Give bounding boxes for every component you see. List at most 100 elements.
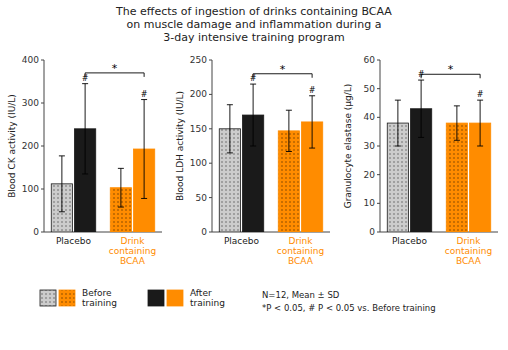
error-cap [286,151,292,152]
significance-label: * [112,62,118,75]
error-cap [454,105,460,106]
y-tick-label: 250 [190,55,207,65]
text-line: containing [109,246,156,256]
text-line: Drink [456,236,481,246]
error-stem [480,100,481,146]
text-line: Drink [288,236,313,246]
significance-label: * [448,63,454,76]
error-cap [418,80,424,81]
text-line: containing [445,246,492,256]
error-bar [286,110,292,151]
y-axis [212,60,213,232]
text-line: containing [277,246,324,256]
error-stem [144,100,145,199]
text-line: Before [82,288,112,298]
panel: 0102030405060Granulocyte elastase (μg/L)… [343,55,498,266]
error-stem [85,84,86,174]
x-tick-label: Placebo [392,236,428,246]
significance-label: * [280,63,286,76]
error-bar [454,106,460,140]
title: The effects of ingestion of drinks conta… [115,5,392,44]
error-cap [82,173,88,174]
y-tick-label: 100 [190,158,207,168]
y-tick-label: 10 [364,198,376,208]
text-line: *P < 0.05, # P < 0.05 vs. Before trainin… [262,303,436,313]
error-cap [250,84,256,85]
text-line: After [190,288,212,298]
y-axis-label: Blood LDH activity (IU/L) [175,91,185,201]
error-stem [288,110,289,151]
error-bar [59,156,65,212]
legend-swatch [40,290,56,306]
legend-label: Beforetraining [82,288,117,308]
panel: 0 100 200 300 400 Blood CK activity (IU/L) Pla… [7,55,162,266]
error-stem [120,168,121,207]
chart: 0100200300400Blood CK activity (IU/L)Pla… [0,0,508,350]
error-cap [250,146,256,147]
y-axis [44,60,45,232]
error-bar [250,84,256,146]
y-tick-label: 50 [196,193,208,203]
error-stem [456,106,457,140]
legend-swatch [59,290,75,306]
y-tick-label: 0 [33,227,39,237]
plot-area [387,80,490,232]
plot-area [219,84,322,232]
error-cap [118,168,124,169]
y-tick-label: 100 [22,184,39,194]
error-bar [118,168,124,207]
text-line: Drink [120,236,145,246]
x-tick-label: DrinkcontainingBCAA [277,236,324,266]
hash-mark: # [141,90,148,99]
error-bar [141,100,147,199]
plot-area [51,84,154,232]
y-axis-label: Granulocyte elastase (μg/L) [343,84,353,209]
error-bar [309,96,315,148]
hash-mark: # [309,86,316,95]
error-cap [59,211,65,212]
text-line: 3-day intensive training program [163,31,344,44]
text-line: N=12, Mean ± SD [262,290,340,300]
text-line: BCAA [120,256,146,266]
text-line: Placebo [56,236,92,246]
y-tick-label: 300 [22,98,39,108]
text-line: on muscle damage and inflammation during… [127,18,382,31]
error-cap [82,83,88,84]
y-tick-label: 200 [190,89,207,99]
y-tick-label: 400 [22,55,39,65]
text-line: training [190,298,225,308]
error-bar [82,84,88,174]
error-cap [141,198,147,199]
text-line: Placebo [224,236,260,246]
y-tick-label: 0 [201,227,207,237]
error-bar [227,105,233,153]
error-stem [229,105,230,153]
error-cap [141,99,147,100]
x-tick-label: Placebo [224,236,260,246]
error-cap [59,155,65,156]
legend-swatch [148,290,164,306]
error-cap [227,104,233,105]
error-bar [477,100,483,146]
error-bar [395,100,401,146]
text-line: The effects of ingestion of drinks conta… [115,5,392,18]
footnote: N=12, Mean ± SD *P < 0.05, # P < 0.05 vs.… [262,290,436,313]
error-stem [61,156,62,212]
y-tick-label: 40 [364,112,376,122]
y-tick-label: 20 [364,170,376,180]
error-cap [418,137,424,138]
panel: 050100150200250Blood LDH activity (IU/L)… [175,55,330,266]
x-tick-label: DrinkcontainingBCAA [109,236,156,266]
error-stem [397,100,398,146]
hash-mark: # [477,90,484,99]
error-cap [477,146,483,147]
error-stem [253,84,254,146]
error-bar [418,80,424,137]
error-cap [118,207,124,208]
y-axis-label: Blood CK activity (IU/L) [7,94,17,198]
error-cap [309,95,315,96]
y-tick-label: 200 [22,141,39,151]
error-cap [309,148,315,149]
error-cap [477,100,483,101]
legend-label: Aftertraining [190,288,225,308]
